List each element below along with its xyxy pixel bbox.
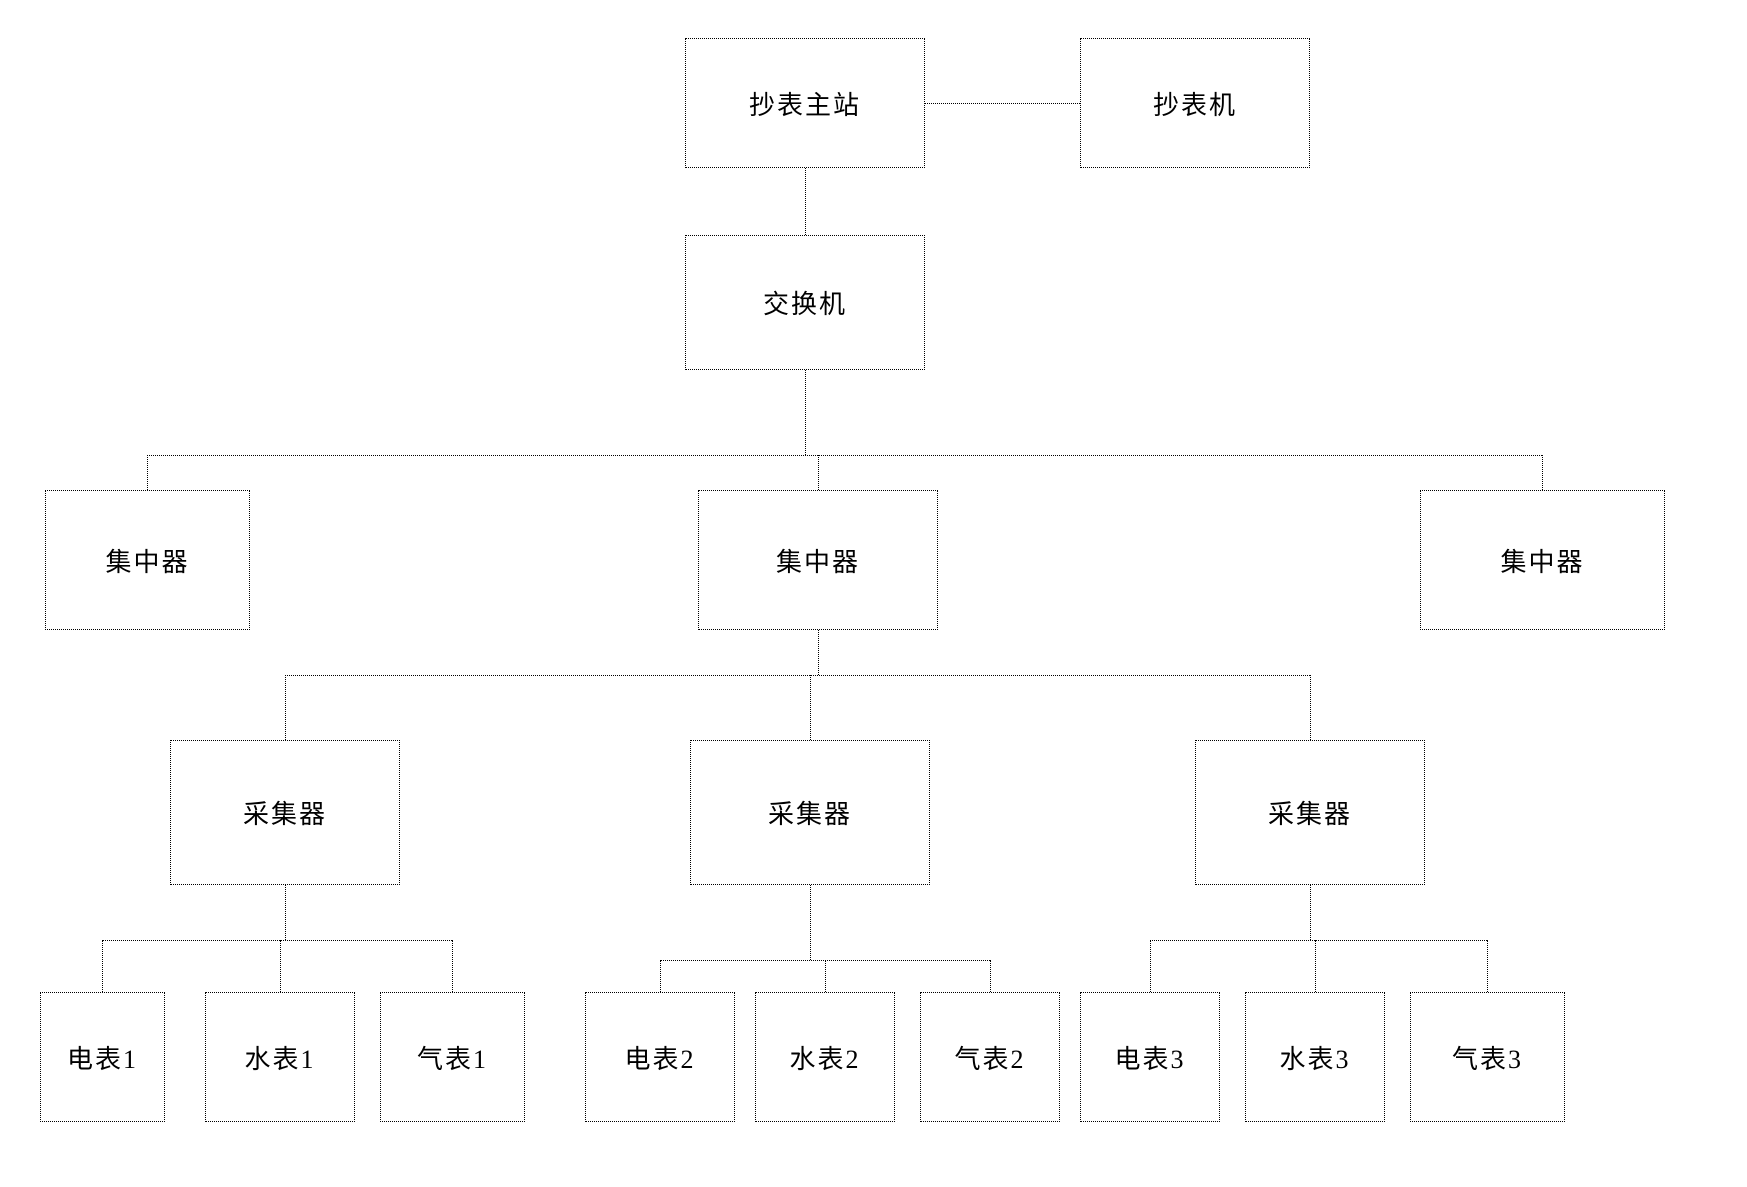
node-meter-e2: 电表2 [585,992,735,1122]
node-meter-g1: 气表1 [380,992,525,1122]
edge-meter-bus-3 [1150,940,1487,941]
label-concentrator-1: 集中器 [105,542,189,579]
edge-bus-to-conc3 [1542,455,1543,490]
edge-coll2-down [810,885,811,960]
edge-bus2-to-w2 [825,960,826,992]
node-meter-g2: 气表2 [920,992,1060,1122]
edge-bus1-to-e1 [102,940,103,992]
node-collector-2: 采集器 [690,740,930,885]
label-meter-w2: 水表2 [789,1039,860,1076]
label-switch: 交换机 [763,284,847,321]
edge-bus3-to-e3 [1150,940,1151,992]
node-main-station: 抄表主站 [685,38,925,168]
node-meter-g3: 气表3 [1410,992,1565,1122]
edge-bus-to-coll1 [285,675,286,740]
node-meter-w1: 水表1 [205,992,355,1122]
node-meter-w2: 水表2 [755,992,895,1122]
edge-main-to-switch [805,168,806,235]
edge-coll1-down [285,885,286,940]
label-meter-e3: 电表3 [1114,1039,1185,1076]
edge-concentrator-bus [147,455,1542,456]
edge-meter-bus-1 [102,940,452,941]
node-collector-3: 采集器 [1195,740,1425,885]
node-collector-1: 采集器 [170,740,400,885]
label-concentrator-2: 集中器 [776,542,860,579]
edge-bus-to-conc1 [147,455,148,490]
node-meter-e1: 电表1 [40,992,165,1122]
label-meter-e1: 电表1 [67,1039,138,1076]
label-meter-g2: 气表2 [954,1039,1025,1076]
edge-bus1-to-w1 [280,940,281,992]
node-concentrator-2: 集中器 [698,490,938,630]
node-meter-e3: 电表3 [1080,992,1220,1122]
edge-switch-down [805,370,806,455]
edge-bus3-to-g3 [1487,940,1488,992]
edge-collector-bus [285,675,1310,676]
node-meter-w3: 水表3 [1245,992,1385,1122]
label-main-station: 抄表主站 [749,85,861,122]
edge-bus-to-conc2 [818,455,819,490]
label-collector-3: 采集器 [1268,794,1352,831]
edge-bus2-to-g2 [990,960,991,992]
edge-bus1-to-g1 [452,940,453,992]
edge-main-to-reader [925,103,1080,104]
node-concentrator-1: 集中器 [45,490,250,630]
label-meter-g1: 气表1 [417,1039,488,1076]
edge-bus-to-coll2 [810,675,811,740]
node-concentrator-3: 集中器 [1420,490,1665,630]
label-meter-g3: 气表3 [1452,1039,1523,1076]
label-collector-2: 采集器 [768,794,852,831]
node-reader: 抄表机 [1080,38,1310,168]
label-concentrator-3: 集中器 [1500,542,1584,579]
edge-bus3-to-w3 [1315,940,1316,992]
edge-coll3-down [1310,885,1311,940]
label-meter-e2: 电表2 [624,1039,695,1076]
label-reader: 抄表机 [1153,85,1237,122]
label-meter-w1: 水表1 [244,1039,315,1076]
edge-conc2-down [818,630,819,675]
edge-bus2-to-e2 [660,960,661,992]
label-meter-w3: 水表3 [1279,1039,1350,1076]
edge-bus-to-coll3 [1310,675,1311,740]
label-collector-1: 采集器 [243,794,327,831]
node-switch: 交换机 [685,235,925,370]
